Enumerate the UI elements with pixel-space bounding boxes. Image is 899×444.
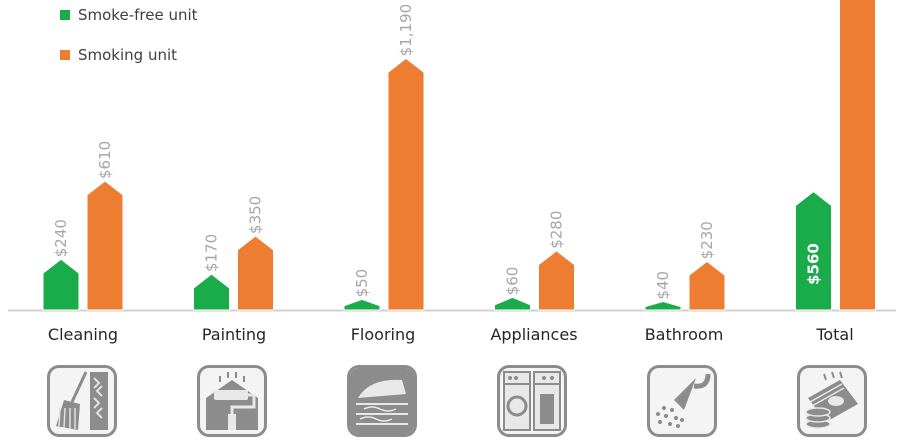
legend-item-smoke-free: Smoke-free unit xyxy=(60,4,198,26)
bar-bathroom-smoking xyxy=(688,260,726,311)
bar-appliances-smoking xyxy=(538,250,575,311)
bar-appliances-smoke-free xyxy=(494,296,531,311)
legend-item-smoking: Smoking unit xyxy=(60,44,198,66)
data-label-bathroom-smoking: $230 xyxy=(698,221,716,259)
category-label-cleaning: Cleaning xyxy=(47,325,119,344)
data-label-appliances-smoke-free: $60 xyxy=(504,267,522,296)
legend-label-smoke-free: Smoke-free unit xyxy=(78,6,198,24)
bar-flooring-smoke-free xyxy=(343,298,381,311)
legend-swatch-smoke-free xyxy=(60,10,70,20)
category-label-bathroom: Bathroom xyxy=(644,325,724,344)
bar-total-smoking xyxy=(839,0,876,311)
bar-flooring-smoking xyxy=(387,57,425,311)
legend: Smoke-free unit Smoking unit xyxy=(60,4,198,84)
legend-label-smoking: Smoking unit xyxy=(78,46,178,64)
category-label-painting: Painting xyxy=(201,325,267,344)
data-label-cleaning-smoking: $610 xyxy=(96,141,114,179)
data-label-appliances-smoking: $280 xyxy=(548,211,566,249)
data-label-bathroom-smoke-free: $40 xyxy=(654,271,672,300)
bar-painting-smoke-free xyxy=(193,273,230,311)
data-label-cleaning-smoke-free: $240 xyxy=(52,219,70,257)
legend-swatch-smoking xyxy=(60,50,70,60)
bar-painting-smoking xyxy=(237,235,274,311)
bar-total-smoke-free xyxy=(795,190,832,311)
data-label-painting-smoke-free: $170 xyxy=(203,234,221,272)
bar-cleaning-smoking xyxy=(86,180,124,311)
category-label-flooring: Flooring xyxy=(350,325,416,344)
data-label-painting-smoking: $350 xyxy=(247,196,265,234)
iron-floor-icon xyxy=(347,365,417,437)
paint-roller-icon xyxy=(197,365,267,437)
shower-icon xyxy=(647,365,717,437)
data-label-flooring-smoking: $1,190 xyxy=(397,4,415,57)
data-label-flooring-smoke-free: $50 xyxy=(353,269,371,298)
bar-bathroom-smoke-free xyxy=(644,301,682,311)
broom-icon xyxy=(47,365,117,437)
washer-dryer-icon xyxy=(497,365,567,437)
bar-cleaning-smoke-free xyxy=(42,258,80,311)
data-label-total-smoke-free: $560 xyxy=(805,243,823,285)
category-label-appliances: Appliances xyxy=(490,325,578,344)
category-label-total: Total xyxy=(816,325,854,344)
money-coins-icon xyxy=(797,365,867,437)
